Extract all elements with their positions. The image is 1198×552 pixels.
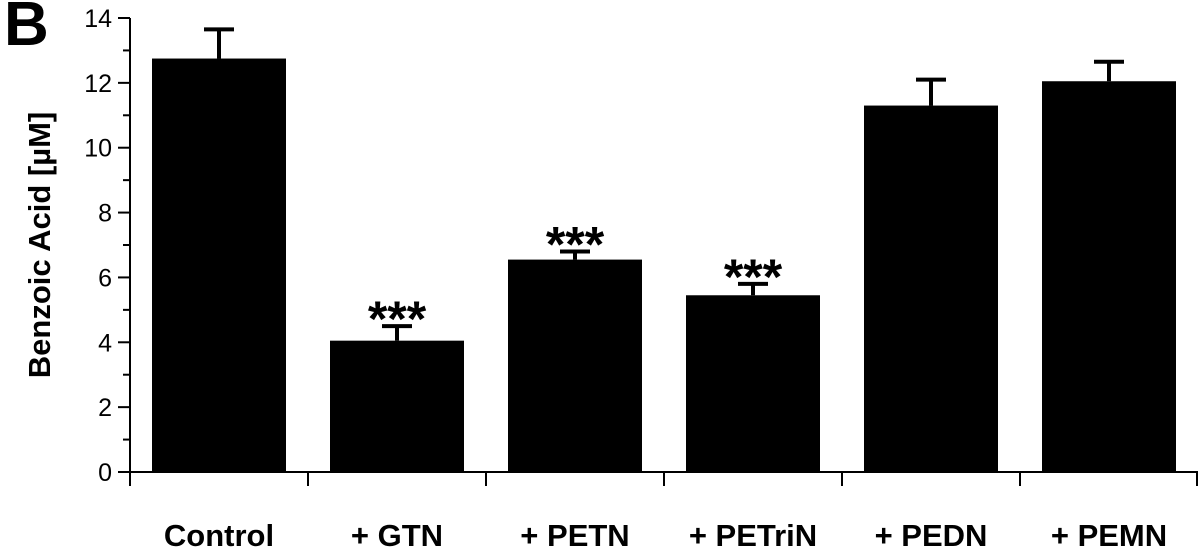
axes: 0 2 4 6 8 10 12 14 <box>84 5 1198 487</box>
y-tick-label: 2 <box>98 394 112 422</box>
bar <box>330 340 464 472</box>
error-bars <box>204 27 1124 341</box>
bar <box>864 105 998 473</box>
significance-marker: *** <box>368 291 427 347</box>
bar <box>686 295 820 472</box>
significance-marker: *** <box>546 216 605 272</box>
bars <box>152 58 1176 473</box>
y-tick-label: 6 <box>98 264 112 292</box>
bar <box>1042 81 1176 472</box>
y-tick-label: 10 <box>84 135 112 163</box>
bar <box>508 259 642 472</box>
x-tick-labels: Control + GTN + PETN + PETriN + PEDN + PEMN <box>164 518 1167 552</box>
panel-label: B <box>4 0 49 59</box>
x-tick-label: Control <box>164 518 274 552</box>
y-tick-label: 12 <box>84 70 112 98</box>
significance-annotations: *** *** *** <box>368 216 783 347</box>
x-tick-label: + PEDN <box>875 518 988 552</box>
significance-marker: *** <box>724 249 783 305</box>
x-tick-label: + PETriN <box>689 518 817 552</box>
x-tick-label: + PETN <box>520 518 629 552</box>
x-tick-label: + PEMN <box>1051 518 1167 552</box>
y-tick-label: 14 <box>84 5 112 33</box>
y-tick-label: 8 <box>98 200 112 228</box>
x-tick-label: + GTN <box>351 518 443 552</box>
y-tick-label: 0 <box>98 459 112 487</box>
bar <box>152 58 286 473</box>
y-tick-label: 4 <box>98 329 112 357</box>
